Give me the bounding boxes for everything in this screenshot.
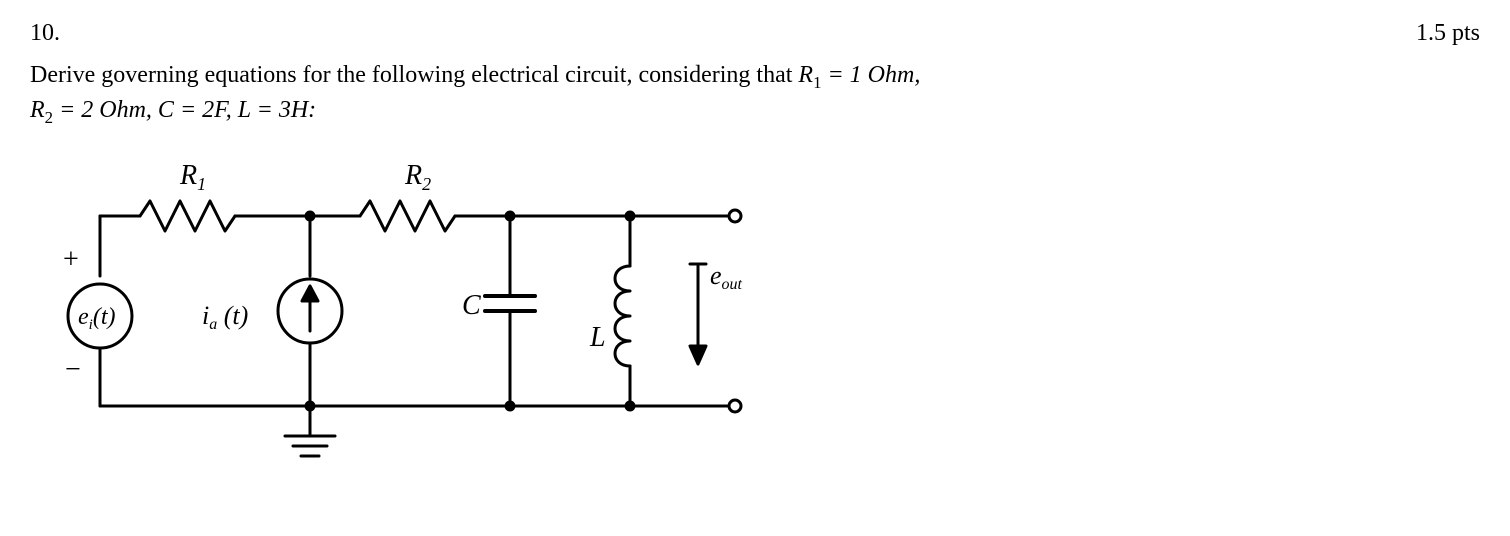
R2-sub: 2	[45, 108, 53, 127]
problem-points: 1.5 pts	[1416, 20, 1480, 47]
L-val: = 3H:	[251, 97, 317, 123]
C-symbol: C	[158, 97, 174, 123]
R2-val: = 2 Ohm,	[53, 97, 158, 123]
eout-arrow-head	[690, 346, 706, 364]
label-c: C	[462, 290, 481, 321]
inductor-coils	[615, 266, 630, 366]
source-minus: −	[65, 354, 81, 385]
label-r2: R2	[404, 160, 431, 194]
problem-header: 10. 1.5 pts	[30, 20, 1480, 47]
R1-val: = 1 Ohm,	[821, 62, 920, 88]
prompt-prefix: Derive governing equations for the follo…	[30, 62, 798, 88]
problem-number: 10.	[30, 20, 60, 47]
R1-symbol: R	[798, 62, 813, 88]
label-r1: R1	[179, 160, 206, 194]
C-val: = 2F,	[174, 97, 238, 123]
circuit-svg: R1 R2 C L ei(t) ia (t) eout + −	[30, 146, 770, 486]
circuit-diagram: R1 R2 C L ei(t) ia (t) eout + −	[30, 146, 1480, 493]
R2-symbol: R	[30, 97, 45, 123]
problem-prompt: Derive governing equations for the follo…	[30, 59, 1480, 130]
resistor-r2	[360, 201, 455, 231]
terminal-out-top	[729, 210, 741, 222]
terminal-out-bottom	[729, 400, 741, 412]
label-eout: eout	[710, 261, 743, 293]
L-symbol: L	[238, 97, 251, 123]
label-l: L	[589, 322, 606, 353]
source-plus: +	[63, 244, 79, 275]
label-ei: ei(t)	[78, 304, 115, 333]
label-ia: ia (t)	[202, 301, 248, 333]
resistor-r1	[140, 201, 235, 231]
